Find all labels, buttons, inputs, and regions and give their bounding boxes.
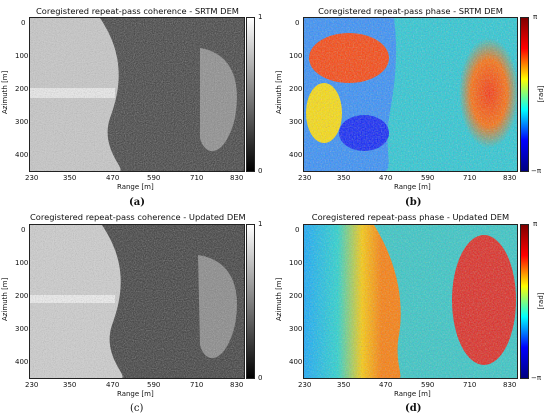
x-tick: 710	[190, 174, 204, 182]
x-tick: 470	[106, 381, 120, 389]
x-tick: 710	[463, 381, 477, 389]
colorbar-tick-min: 0	[258, 167, 263, 175]
phase-map-graphic	[304, 225, 517, 378]
x-tick: 350	[63, 174, 77, 182]
colorbar-tick-max: π	[533, 13, 538, 21]
colorbar-tick-min: 0	[258, 374, 263, 382]
panel-title: Coregistered repeat-pass phase - Updated…	[311, 212, 510, 222]
y-axis-label: Azimuth [m]	[275, 70, 283, 114]
y-tick: 200	[289, 85, 303, 93]
x-tick: 350	[337, 381, 351, 389]
coherence-map-image	[29, 224, 245, 379]
y-axis-label: Azimuth [m]	[1, 70, 9, 114]
y-tick: 300	[289, 325, 303, 333]
colorbar-tick-max: 1	[258, 13, 263, 21]
y-tick: 300	[15, 118, 29, 126]
phase-map-graphic	[304, 18, 517, 171]
panel-caption: (b)	[405, 197, 422, 208]
y-tick: 0	[295, 19, 300, 27]
colorbar-label: [rad]	[537, 85, 545, 103]
x-tick: 230	[298, 174, 312, 182]
x-tick: 470	[379, 174, 393, 182]
panel-caption: (c)	[130, 403, 144, 414]
y-tick: 300	[289, 118, 303, 126]
y-tick: 100	[15, 259, 29, 267]
x-tick: 350	[63, 381, 77, 389]
y-tick: 400	[15, 151, 29, 159]
y-tick: 400	[289, 151, 303, 159]
colorbar	[246, 224, 255, 379]
x-axis-label: Range [m]	[394, 390, 431, 398]
panel-caption: (d)	[405, 403, 422, 414]
x-tick: 710	[190, 381, 204, 389]
x-axis-label: Range [m]	[117, 183, 154, 191]
phase-map-image	[303, 17, 518, 172]
colorbar-tick-max: π	[533, 220, 538, 228]
y-tick: 200	[289, 292, 303, 300]
phase-map-image	[303, 224, 518, 379]
y-tick: 0	[21, 19, 26, 27]
panel-title: Coregistered repeat-pass coherence - Upd…	[30, 212, 246, 222]
panel-caption: (a)	[129, 197, 145, 208]
x-tick: 230	[298, 381, 312, 389]
y-tick: 100	[289, 52, 303, 60]
y-axis-label: Azimuth [m]	[275, 277, 283, 321]
y-axis-label: Azimuth [m]	[1, 277, 9, 321]
x-tick: 470	[106, 174, 120, 182]
panel-title: Coregistered repeat-pass coherence - SRT…	[36, 6, 239, 16]
x-tick: 470	[379, 381, 393, 389]
x-axis-label: Range [m]	[394, 183, 431, 191]
y-tick: 400	[15, 358, 29, 366]
colorbar-tick-min: −π	[531, 167, 542, 175]
x-axis-label: Range [m]	[117, 390, 154, 398]
x-tick: 710	[463, 174, 477, 182]
y-tick: 300	[15, 325, 29, 333]
x-tick: 830	[503, 381, 517, 389]
x-tick: 830	[230, 381, 244, 389]
colorbar	[520, 224, 529, 379]
x-tick: 230	[25, 174, 39, 182]
colorbar	[246, 17, 255, 172]
x-tick: 350	[337, 174, 351, 182]
y-tick: 400	[289, 358, 303, 366]
x-tick: 590	[421, 174, 435, 182]
x-tick: 590	[147, 381, 161, 389]
y-tick: 100	[289, 259, 303, 267]
x-tick: 830	[230, 174, 244, 182]
coherence-map-image	[29, 17, 245, 172]
colorbar-tick-min: −π	[531, 374, 542, 382]
x-tick: 830	[503, 174, 517, 182]
y-tick: 0	[295, 226, 300, 234]
x-tick: 230	[25, 381, 39, 389]
y-tick: 100	[15, 52, 29, 60]
colorbar-tick-max: 1	[258, 220, 263, 228]
colorbar-label: [rad]	[537, 292, 545, 310]
x-tick: 590	[147, 174, 161, 182]
y-tick: 0	[21, 226, 26, 234]
x-tick: 590	[421, 381, 435, 389]
colorbar	[520, 17, 529, 172]
y-tick: 200	[15, 85, 29, 93]
coherence-map-graphic	[30, 18, 244, 171]
coherence-map-graphic	[30, 225, 244, 378]
y-tick: 200	[15, 292, 29, 300]
panel-title: Coregistered repeat-pass phase - SRTM DE…	[318, 6, 503, 16]
